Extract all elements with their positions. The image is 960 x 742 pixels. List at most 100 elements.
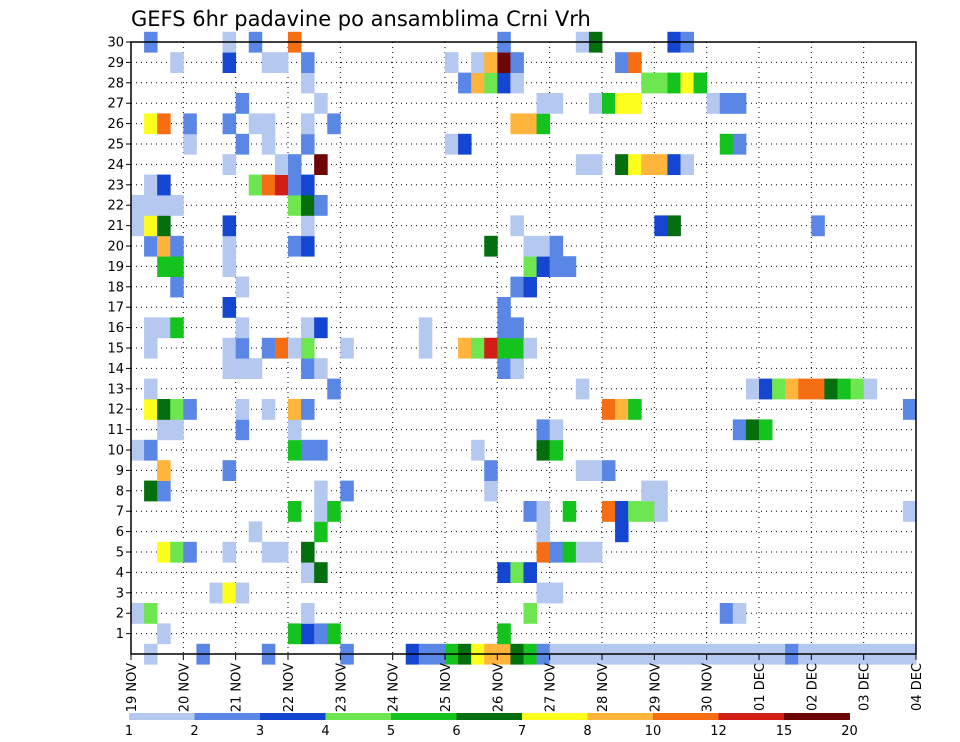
- heatmap-cell: [301, 235, 315, 257]
- y-tick-label: 26: [107, 117, 124, 132]
- heatmap-cell: [536, 582, 551, 604]
- colorbar-label: 6: [452, 724, 460, 739]
- heatmap-cell: [327, 501, 341, 522]
- heatmap-cell: [235, 358, 250, 379]
- y-tick-label: 9: [116, 464, 124, 479]
- heatmap-cell: [157, 256, 171, 277]
- heatmap-cell: [445, 133, 459, 155]
- colorbar-label: 5: [387, 724, 395, 739]
- heatmap-cell: [549, 419, 564, 441]
- heatmap-cell: [759, 378, 773, 400]
- heatmap-cell: [222, 337, 237, 359]
- heatmap-cell: [209, 582, 223, 604]
- colorbar-swatch: [260, 713, 326, 720]
- heatmap-cell: [510, 337, 524, 359]
- heatmap-cell: [170, 52, 184, 73]
- x-tick-label: 30 NOV: [701, 663, 716, 712]
- heatmap-cell: [902, 501, 917, 522]
- heatmap-cell: [170, 317, 184, 339]
- heatmap-cell: [301, 133, 315, 155]
- colorbar-label: 2: [190, 724, 198, 739]
- heatmap-cell: [144, 215, 158, 237]
- x-tick-label: 22 NOV: [282, 663, 297, 712]
- heatmap-cell: [523, 603, 537, 624]
- colorbar-label: 20: [841, 724, 858, 739]
- heatmap-cell: [497, 297, 511, 318]
- heatmap-cell: [654, 215, 668, 237]
- y-tick-label: 23: [107, 178, 124, 193]
- heatmap-cell: [575, 541, 590, 563]
- heatmap-cell: [458, 133, 472, 155]
- y-tick-label: 17: [107, 301, 124, 316]
- heatmap-cell: [549, 235, 564, 257]
- heatmap-cell: [536, 419, 551, 441]
- heatmap-cell: [301, 623, 315, 645]
- heatmap-cell: [288, 337, 302, 359]
- heatmap-cell: [484, 460, 498, 481]
- heatmap-cell: [523, 113, 537, 135]
- heatmap-cell: [549, 93, 564, 114]
- heatmap-cell: [667, 72, 681, 94]
- heatmap-cell: [301, 562, 315, 583]
- heatmap-cell: [301, 215, 315, 237]
- heatmap-cell: [497, 337, 511, 359]
- heatmap-cell: [510, 52, 524, 73]
- heatmap-cell: [523, 562, 537, 583]
- heatmap-cell: [562, 541, 577, 563]
- colorbar-label: 8: [583, 724, 591, 739]
- heatmap-cell: [144, 480, 158, 502]
- x-tick-label: 26 NOV: [491, 663, 506, 712]
- heatmap-cell: [248, 358, 263, 379]
- heatmap-cell: [445, 52, 459, 73]
- heatmap-cell: [588, 460, 603, 481]
- colorbar-label: 12: [710, 724, 727, 739]
- heatmap-cell: [288, 439, 302, 461]
- y-tick-label: 4: [116, 566, 124, 581]
- x-tick-label: 23 NOV: [334, 663, 349, 712]
- heatmap-cell: [314, 480, 328, 502]
- heatmap-cell: [641, 501, 655, 522]
- colorbar-label: 3: [256, 724, 264, 739]
- heatmap-cell: [340, 480, 354, 502]
- heatmap-cell: [654, 154, 668, 175]
- heatmap-cell: [471, 337, 485, 359]
- heatmap-cell: [274, 337, 289, 359]
- heatmap-cell: [222, 215, 237, 237]
- heatmap-cell: [314, 154, 328, 175]
- heatmap-cell: [314, 358, 328, 379]
- heatmap-cell: [314, 195, 328, 216]
- heatmap-cell: [719, 133, 734, 155]
- heatmap-cell: [144, 235, 158, 257]
- heatmap-cell: [301, 52, 315, 73]
- heatmap-cell: [641, 480, 655, 502]
- heatmap-cell: [863, 378, 878, 400]
- heatmap-cell: [222, 256, 237, 277]
- heatmap-cell: [458, 72, 472, 94]
- colorbar-swatch: [129, 713, 195, 720]
- heatmap-cell: [471, 52, 485, 73]
- heatmap-cell: [157, 215, 171, 237]
- heatmap-cell: [170, 276, 184, 298]
- heatmap-cell: [248, 521, 263, 543]
- y-tick-label: 18: [107, 280, 124, 295]
- heatmap-cell: [510, 113, 524, 135]
- colorbar-swatch: [391, 713, 457, 720]
- heatmap-cell: [667, 154, 681, 175]
- x-tick-label: 21 NOV: [230, 663, 245, 712]
- heatmap-cell: [157, 113, 171, 135]
- y-tick-label: 7: [116, 505, 124, 520]
- colorbar-swatch: [653, 713, 719, 720]
- heatmap-cell: [497, 52, 511, 73]
- y-tick-label: 11: [107, 423, 124, 438]
- y-tick-label: 3: [116, 586, 124, 601]
- y-tick-label: 30: [107, 36, 124, 51]
- y-tick-label: 25: [107, 138, 124, 153]
- heatmap-cell: [144, 378, 158, 400]
- heatmap-cell: [549, 439, 564, 461]
- heatmap-cell: [471, 72, 485, 94]
- heatmap-cell: [170, 256, 184, 277]
- heatmap-cell: [170, 399, 184, 420]
- heatmap-cell: [418, 317, 433, 339]
- colorbar-swatch: [456, 713, 523, 720]
